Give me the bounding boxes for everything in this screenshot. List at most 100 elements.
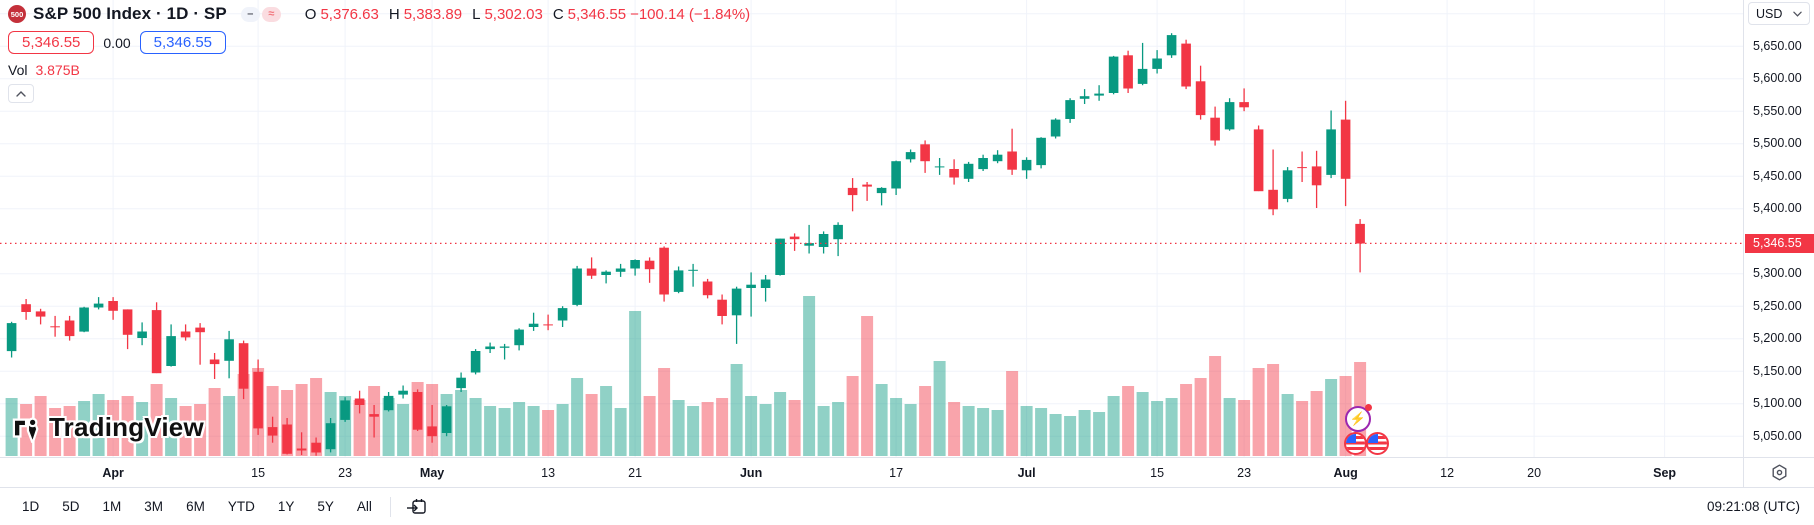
buy-price-button[interactable]: 5,346.55 <box>139 31 227 54</box>
candle-body <box>833 224 843 240</box>
go-to-date-button[interactable] <box>401 496 433 517</box>
candle-body <box>775 238 785 275</box>
volume-bar <box>1180 384 1193 456</box>
volume-bar <box>1223 398 1236 456</box>
chevron-up-icon <box>16 90 26 97</box>
candle-body <box>253 371 263 429</box>
candle-body <box>992 154 1003 162</box>
volume-bar <box>571 378 584 456</box>
candle-body <box>35 311 46 317</box>
currency-select[interactable]: USD <box>1748 2 1810 25</box>
candle-body <box>862 184 872 187</box>
candle-body <box>311 442 321 453</box>
candle-body <box>934 166 945 168</box>
candle-body <box>920 144 930 162</box>
candle-body <box>1007 151 1017 170</box>
earnings-event-icon[interactable]: ⚡ <box>1345 404 1372 432</box>
candle-body <box>354 398 365 405</box>
volume-value: 3.875B <box>35 62 80 78</box>
volume-bar <box>20 404 33 456</box>
economic-event-us-flag-icon[interactable] <box>1366 432 1389 455</box>
candle-body <box>789 236 800 240</box>
candle-body <box>441 406 452 433</box>
candle-body <box>296 448 307 451</box>
candle-body <box>1268 189 1278 210</box>
tradingview-watermark: TradingView <box>12 412 204 443</box>
volume-bar <box>904 404 917 456</box>
range-button-ytd[interactable]: YTD <box>220 495 263 518</box>
volume-bar <box>1006 371 1019 456</box>
session-clock[interactable]: 09:21:08 (UTC) <box>1706 499 1800 514</box>
volume-bar <box>5 398 18 456</box>
economic-event-us-flag-icon[interactable] <box>1344 432 1367 455</box>
candle-body <box>79 307 89 332</box>
volume-bar <box>919 386 932 456</box>
candle-body <box>905 152 916 160</box>
price-axis-label: 5,100.00 <box>1753 396 1802 411</box>
volume-bar <box>1165 398 1178 456</box>
range-button-5y[interactable]: 5Y <box>309 495 342 518</box>
time-scale[interactable]: Apr 15 23 May 13 21 Jun 17 Jul 15 23 Aug 12 20 Sep <box>0 457 1743 487</box>
price-scale[interactable]: USD 5,650.00 5,600.00 5,550.00 5,500.00 5,45… <box>1743 0 1814 457</box>
candle-body <box>557 308 568 321</box>
volume-bar <box>194 404 207 456</box>
chart-pane[interactable] <box>0 0 1743 457</box>
candle-body <box>64 320 75 337</box>
candle-body <box>1297 167 1307 169</box>
candle-body <box>499 346 510 348</box>
candle-body <box>1181 43 1191 87</box>
candle-body <box>122 309 133 335</box>
candle-body <box>427 426 437 437</box>
volume-bar <box>1151 401 1164 456</box>
time-axis-label: 17 <box>889 466 904 480</box>
hide-indicator-icon[interactable]: – <box>240 6 260 22</box>
range-button-all[interactable]: All <box>349 495 380 518</box>
candle-body <box>760 279 771 288</box>
volume-bar <box>484 406 497 456</box>
volume-bar <box>223 396 236 456</box>
time-axis-label: Sep <box>1653 466 1677 480</box>
candlestick-chart[interactable] <box>0 0 1743 457</box>
volume-bar <box>1238 400 1251 456</box>
candle-body <box>151 310 162 374</box>
collapse-legend-button[interactable] <box>8 84 34 103</box>
currency-value: USD <box>1756 6 1783 21</box>
price-axis-label: 5,650.00 <box>1753 38 1802 53</box>
close-label: C <box>552 5 564 23</box>
scale-settings-corner[interactable] <box>1743 457 1814 487</box>
approx-data-icon[interactable]: ≈ <box>261 6 281 22</box>
range-button-3m[interactable]: 3M <box>136 495 171 518</box>
candle-body <box>340 400 350 420</box>
candle-body <box>717 299 727 316</box>
range-button-5d[interactable]: 5D <box>54 495 87 518</box>
sell-price-button[interactable]: 5,346.55 <box>8 31 95 54</box>
ohlc-values: O 5,376.63 H 5,383.89 L 5,302.03 C 5,346… <box>299 6 750 23</box>
candle-body <box>398 390 408 395</box>
change-value: −100.14 (−1.84%) <box>630 5 751 23</box>
candle-body <box>1123 55 1133 89</box>
candle-body <box>195 327 205 333</box>
volume-bar <box>34 396 47 456</box>
volume-bar <box>730 364 743 456</box>
volume-bar <box>556 404 569 456</box>
price-axis-label: 5,300.00 <box>1753 266 1802 281</box>
volume-bar <box>150 384 163 456</box>
range-button-6m[interactable]: 6M <box>178 495 213 518</box>
volume-bar <box>672 400 685 456</box>
candle-body <box>615 268 626 272</box>
range-button-1y[interactable]: 1Y <box>270 495 303 518</box>
time-axis-label: 13 <box>541 466 556 480</box>
volume-bar <box>1310 391 1323 456</box>
range-button-1m[interactable]: 1M <box>95 495 130 518</box>
range-button-1d[interactable]: 1D <box>14 495 47 518</box>
candle-body <box>876 187 887 194</box>
candle-body <box>166 336 176 366</box>
candle-body <box>1079 96 1090 99</box>
volume-bar <box>948 402 961 456</box>
symbol-title[interactable]: S&P 500 Index · 1D · SP <box>33 4 227 23</box>
toolbar-divider <box>389 496 391 517</box>
volume-bar <box>991 410 1004 456</box>
candle-body <box>50 326 60 328</box>
volume-bar <box>107 400 120 456</box>
